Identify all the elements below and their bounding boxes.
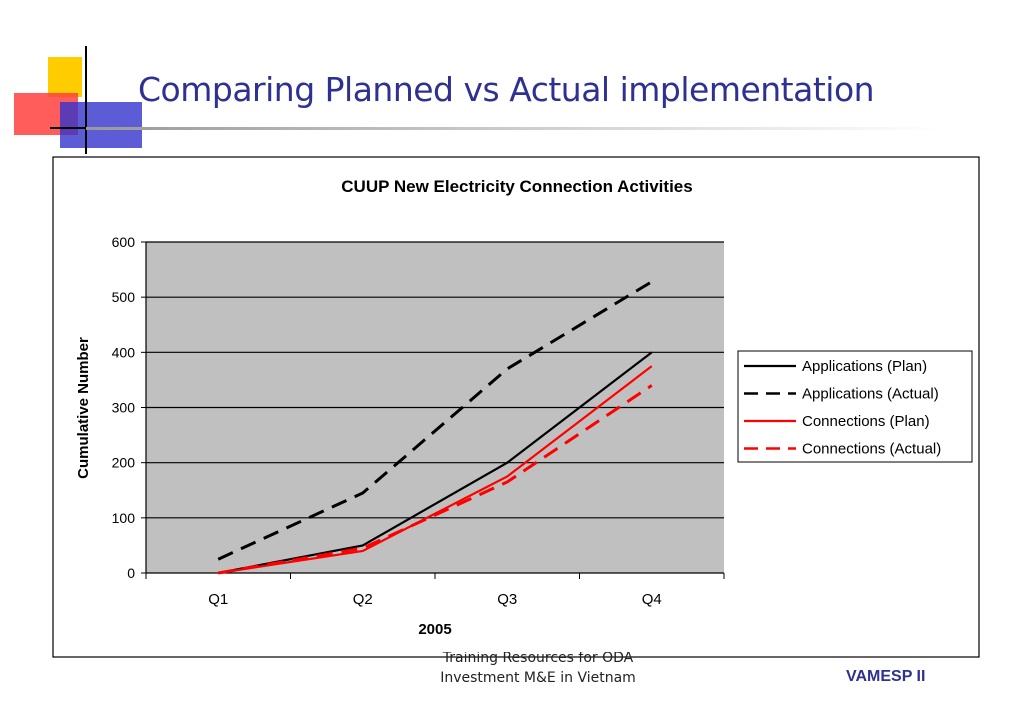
footer-brand: VAMESP II — [846, 668, 926, 685]
y-tick-label: 500 — [112, 289, 136, 305]
series-line-1 — [218, 351, 653, 575]
y-tick-label: 600 — [112, 234, 136, 250]
x-tick-label: Q4 — [642, 591, 662, 608]
footer-line-2: Investment M&E in Vietnam — [440, 670, 636, 686]
slide-logo — [14, 46, 142, 154]
series-lines — [217, 280, 653, 575]
legend-label: Applications (Plan) — [802, 358, 927, 375]
y-tick-label: 300 — [112, 400, 136, 416]
series-line-4 — [217, 384, 653, 575]
title-rule — [86, 127, 946, 130]
axes — [141, 241, 725, 579]
x-tick-label: Q3 — [497, 591, 517, 608]
x-tick-labels: Q1 Q2 Q3 Q4 — [208, 591, 662, 608]
legend-label: Connections (Actual) — [802, 441, 941, 458]
legend-label: Applications (Actual) — [802, 386, 939, 403]
legend-box — [737, 350, 973, 463]
chart-title: CUUP New Electricity Connection Activiti… — [341, 177, 692, 196]
footer-caption: Training Resources for ODA Investment M&… — [390, 652, 686, 689]
y-tick-label: 200 — [112, 455, 136, 471]
x-tick-label: Q1 — [208, 591, 228, 608]
legend-label: Connections (Plan) — [802, 413, 930, 430]
x-tick-label: Q2 — [353, 591, 373, 608]
y-tick-label: 100 — [112, 510, 136, 526]
y-tick-label: 400 — [112, 344, 136, 360]
gridlines — [146, 241, 724, 519]
footer-line-1: Training Resources for ODA — [442, 652, 634, 666]
legend: Applications (Plan) Applications (Actual)… — [737, 350, 973, 463]
y-tick-label: 0 — [127, 565, 135, 581]
slide-title: Comparing Planned vs Actual implementati… — [138, 70, 875, 109]
y-axis-label: Cumulative Number — [75, 337, 92, 479]
y-tick-labels: 0 100 200 300 400 500 600 — [112, 234, 136, 581]
x-axis-label: 2005 — [418, 621, 451, 638]
series-line-2 — [217, 280, 653, 561]
